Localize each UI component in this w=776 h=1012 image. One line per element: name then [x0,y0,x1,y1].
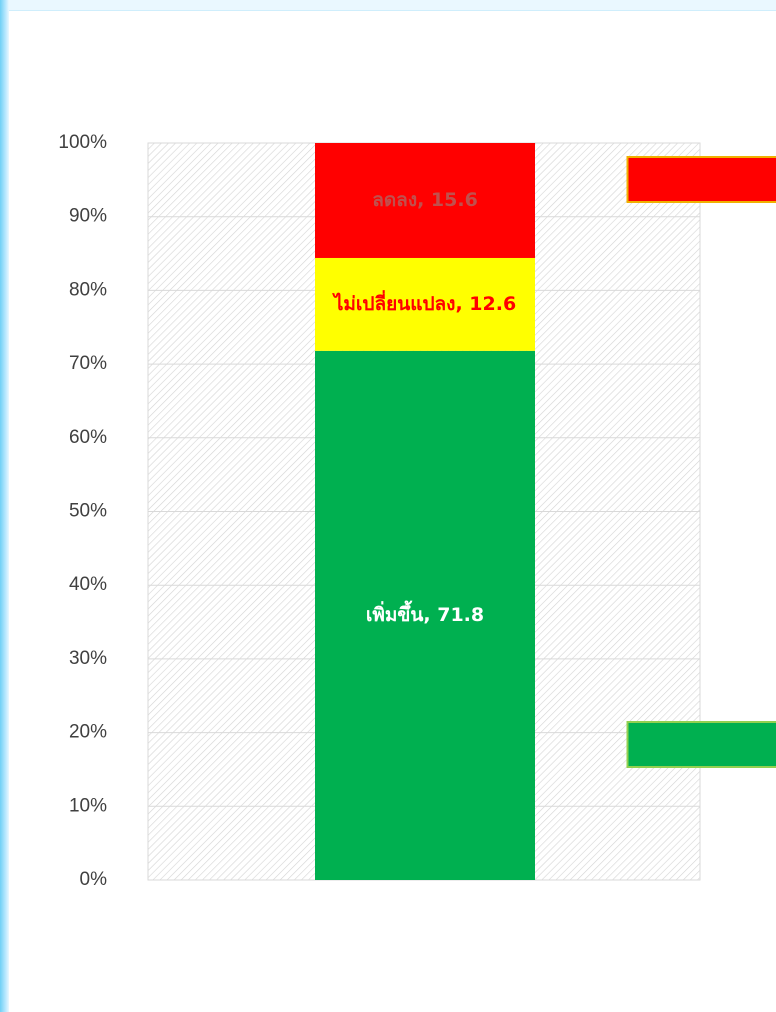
y-tick-label: 30% [69,648,107,669]
y-tick-label: 70% [69,353,107,374]
bar-segment [315,350,535,881]
value-label: เพิ่มขึ้น, 71.8 [365,604,485,627]
y-tick-label: 80% [69,279,107,300]
y-tick-label: 90% [69,206,107,227]
bar-segment [315,143,535,258]
y-tick-label: 100% [58,132,107,153]
y-tick-label: 10% [69,795,107,816]
value-label: ลดลง, 15.6 [372,189,478,212]
legend-marker [626,721,776,768]
y-tick-label: 50% [69,501,107,522]
y-tick-label: 40% [69,574,107,595]
y-tick-label: 60% [69,427,107,448]
bar-segment [315,257,535,351]
value-label: ไม่เปลี่ยนแปลง, 12.6 [333,293,517,316]
y-tick-label: 0% [80,869,108,890]
legend-marker [626,156,776,203]
y-tick-label: 20% [69,722,107,743]
